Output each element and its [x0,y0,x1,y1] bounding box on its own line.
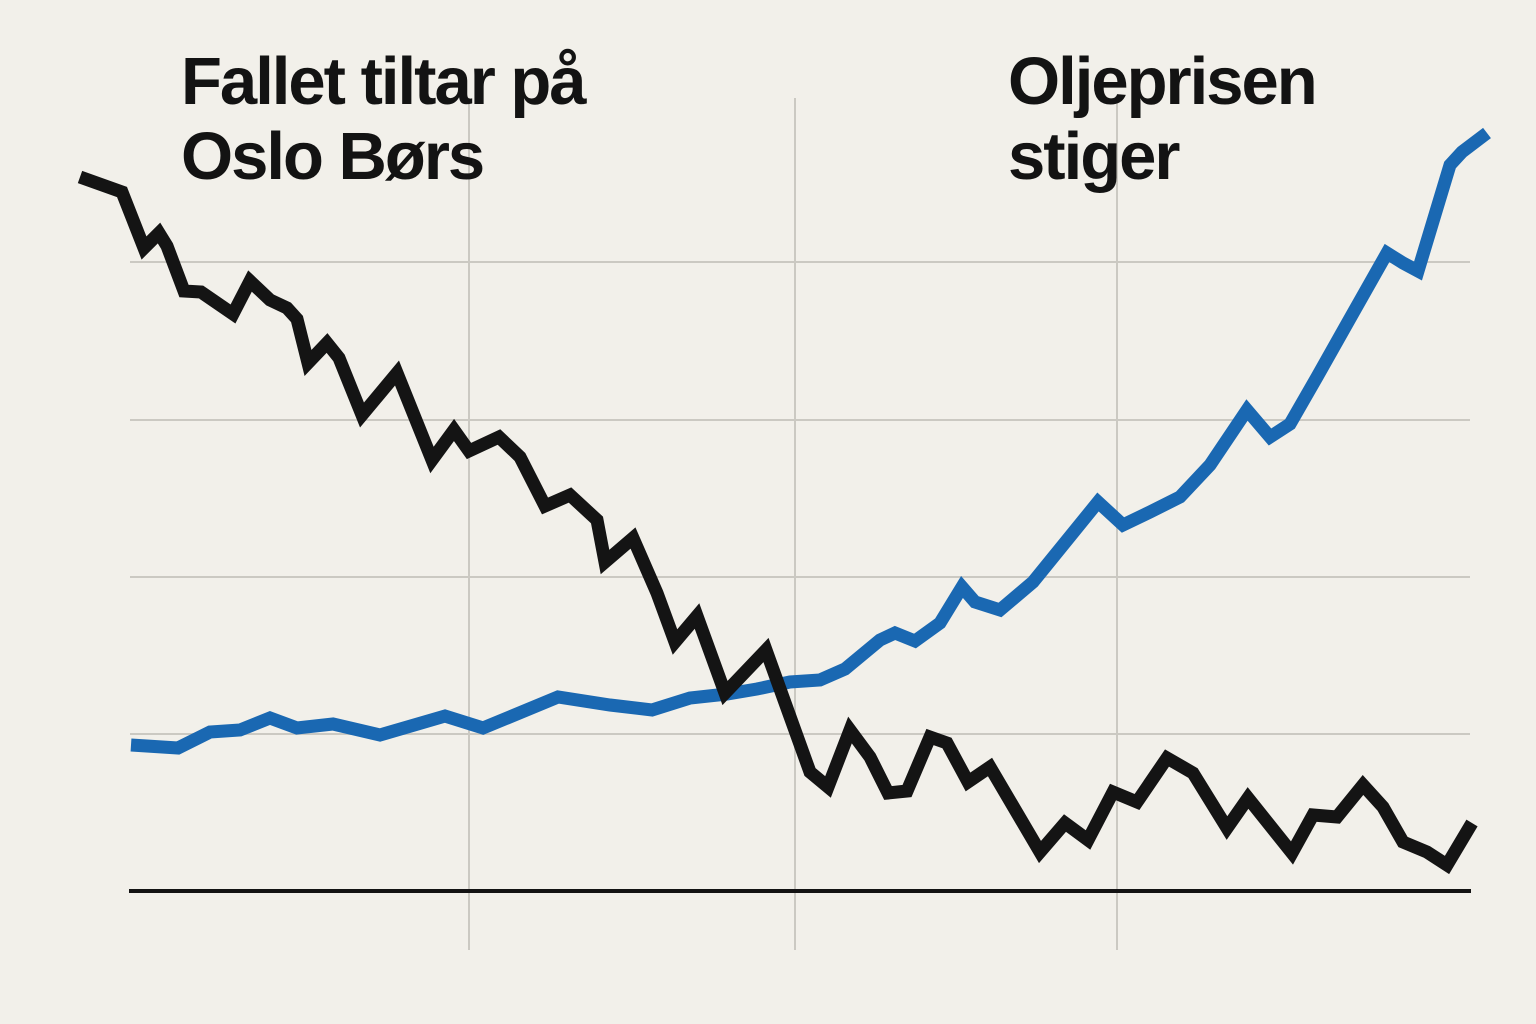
headline-oljeprisen-line1: Oljeprisen [1008,44,1318,119]
headline-oslo-bors-line1: Fallet tiltar på [181,44,587,119]
series-line-oslo-b-rs [77,170,1478,875]
series-line-oljeprisen [130,127,1491,755]
headline-oljeprisen-line2: stiger [1008,119,1180,194]
headline-oslo-bors-line2: Oslo Børs [181,119,485,194]
headline-oljeprisen: Oljeprisen stiger [1008,44,1318,194]
headline-oslo-bors: Fallet tiltar på Oslo Børs [181,44,587,194]
